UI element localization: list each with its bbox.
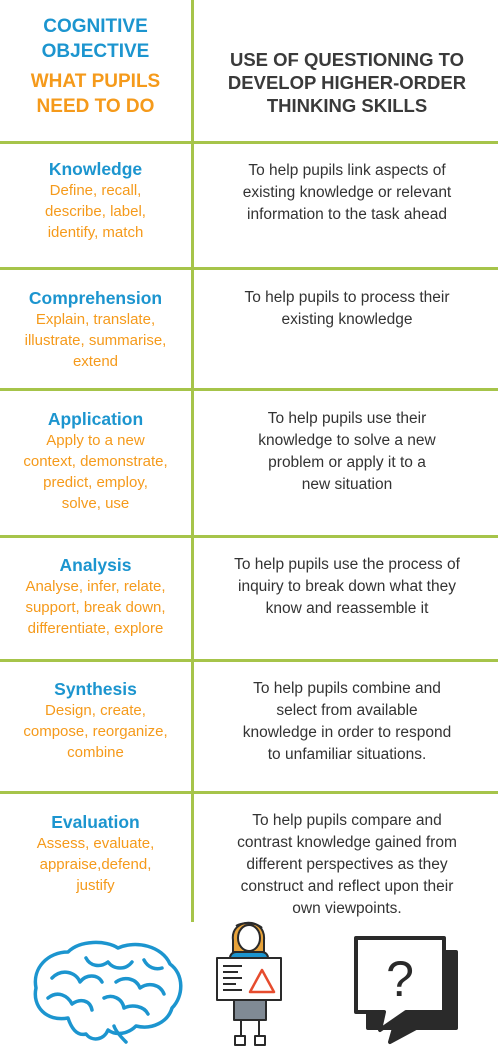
row-comprehension-right: To help pupils to process their existing… (196, 287, 498, 331)
row-application-left: Application Apply to a new context, demo… (0, 408, 191, 514)
verbs-line: solve, use (61, 495, 130, 512)
verbs-line: Define, recall, (49, 182, 142, 199)
purpose-line: information to the task ahead (247, 206, 447, 223)
row-divider (0, 388, 498, 391)
header-what-pupils: WHAT PUPILS (30, 71, 161, 92)
verbs-line: predict, employ, (43, 474, 148, 491)
purpose-line: own viewpoints. (292, 900, 402, 917)
verbs-line: differentiate, explore (27, 620, 164, 637)
purpose-line: problem or apply it to a (268, 454, 426, 471)
purpose-line: To help pupils link aspects of (248, 162, 446, 179)
row-divider (0, 791, 498, 794)
purpose-line: different perspectives as they (246, 856, 448, 873)
verbs-line: describe, label, (45, 203, 146, 220)
verbs-line: context, demonstrate, (23, 453, 168, 470)
row-analysis-left: Analysis Analyse, infer, relate, support… (0, 554, 191, 639)
verbs-line: illustrate, summarise, (24, 332, 167, 349)
purpose-line: To help pupils compare and (252, 812, 442, 829)
header-right-line: USE OF QUESTIONING TO (229, 49, 464, 70)
category-label: Analysis (59, 555, 132, 575)
verbs-line: compose, reorganize, (23, 723, 168, 740)
verbs-line: identify, match (47, 224, 144, 241)
purpose-line: to unfamiliar situations. (267, 746, 427, 763)
row-comprehension-left: Comprehension Explain, translate, illust… (0, 287, 191, 372)
row-synthesis-left: Synthesis Design, create, compose, reorg… (0, 678, 191, 763)
purpose-line: existing knowledge (281, 311, 413, 328)
purpose-line: new situation (301, 476, 393, 493)
verbs-line: extend (72, 353, 119, 370)
header-right-line: DEVELOP HIGHER-ORDER (227, 72, 467, 93)
row-evaluation-left: Evaluation Assess, evaluate, appraise,de… (0, 811, 191, 896)
purpose-line: To help pupils use the process of (234, 556, 460, 573)
purpose-line: select from available (276, 702, 418, 719)
purpose-line: know and reassemble it (265, 600, 429, 617)
brain-icon (33, 940, 183, 1044)
verbs-line: Design, create, (45, 702, 146, 719)
row-divider (0, 141, 498, 144)
header-need-to-do: NEED TO DO (36, 96, 155, 117)
category-label: Synthesis (54, 679, 137, 699)
verbs-line: justify (76, 877, 115, 894)
category-label: Knowledge (48, 159, 143, 179)
vertical-divider (191, 0, 194, 922)
header-objective: OBJECTIVE (41, 41, 150, 62)
header-right-line: THINKING SKILLS (266, 95, 428, 116)
verbs-line: Assess, evaluate, (36, 835, 155, 852)
row-analysis-right: To help pupils use the process of inquir… (196, 554, 498, 620)
row-divider (0, 535, 498, 538)
purpose-line: To help pupils to process their (244, 289, 450, 306)
verbs-line: Apply to a new (46, 432, 145, 449)
header-left: COGNITIVE OBJECTIVE WHAT PUPILS NEED TO … (0, 14, 191, 119)
verbs-line: Explain, translate, (35, 311, 156, 328)
category-label: Comprehension (28, 288, 163, 308)
row-divider (0, 659, 498, 662)
row-knowledge-right: To help pupils link aspects of existing … (196, 160, 498, 226)
row-evaluation-right: To help pupils compare and contrast know… (196, 810, 498, 920)
row-knowledge-left: Knowledge Define, recall, describe, labe… (0, 158, 191, 243)
verbs-line: Analyse, infer, relate, (25, 578, 166, 595)
purpose-line: To help pupils use their (267, 410, 427, 427)
purpose-line: existing knowledge or relevant (242, 184, 452, 201)
purpose-line: To help pupils combine and (253, 680, 441, 697)
row-synthesis-right: To help pupils combine and select from a… (196, 678, 498, 766)
verbs-line: support, break down, (25, 599, 166, 616)
question-mark: ? (386, 951, 414, 1007)
purpose-line: knowledge to solve a new (258, 432, 436, 449)
verbs-line: combine (67, 744, 124, 761)
purpose-line: inquiry to break down what they (238, 578, 456, 595)
question-speech-bubble-icon: ? (354, 936, 458, 1044)
pupil-with-chart-icon (216, 921, 282, 1046)
verbs-line: appraise,defend, (39, 856, 152, 873)
category-label: Evaluation (51, 812, 140, 832)
header-cognitive: COGNITIVE (43, 16, 148, 37)
header-right: USE OF QUESTIONING TO DEVELOP HIGHER-ORD… (196, 48, 498, 117)
row-divider (0, 267, 498, 270)
purpose-line: knowledge in order to respond (242, 724, 452, 741)
purpose-line: construct and reflect upon their (240, 878, 454, 895)
row-application-right: To help pupils use their knowledge to so… (196, 408, 498, 496)
purpose-line: contrast knowledge gained from (237, 834, 457, 851)
category-label: Application (47, 409, 144, 429)
